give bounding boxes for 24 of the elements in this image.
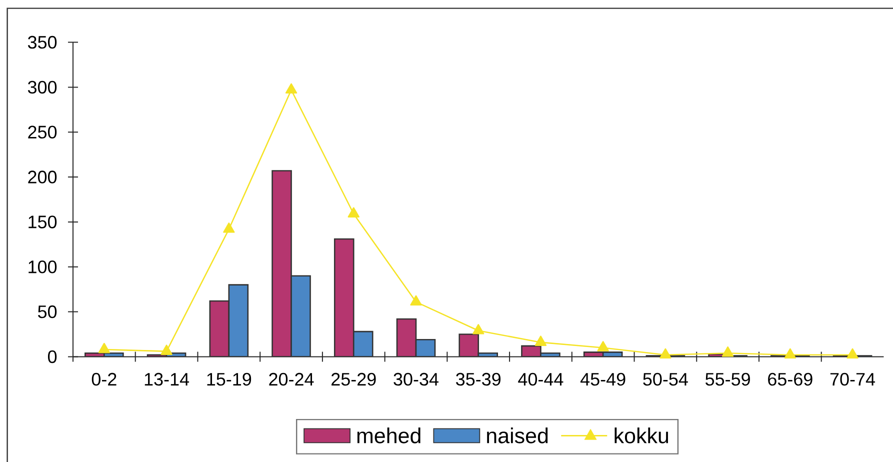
x-tick-label: 25-29 xyxy=(332,372,376,386)
x-tick-label: 55-59 xyxy=(706,372,750,386)
y-tick-label: 200 xyxy=(28,170,57,184)
x-tick-label: 20-24 xyxy=(269,372,314,386)
x-tick-label: 45-49 xyxy=(580,372,626,386)
y-tick-label: 0 xyxy=(48,350,57,364)
y-tick-label: 150 xyxy=(28,216,57,228)
x-tick-label: 15-19 xyxy=(207,372,252,386)
x-tick-label: 50-54 xyxy=(643,372,688,386)
legend-label: mehed xyxy=(357,428,420,444)
legend-label: naised xyxy=(487,428,548,444)
y-tick-label: 250 xyxy=(28,126,57,138)
x-tick-label: 70-74 xyxy=(830,372,876,386)
x-tick-label: 30-34 xyxy=(394,372,438,386)
x-tick-label: 35-39 xyxy=(456,372,501,386)
x-tick-label: 13-14 xyxy=(144,372,190,386)
x-tick-label: 0-2 xyxy=(92,372,116,386)
y-tick-label: 100 xyxy=(28,260,57,274)
legend-label: kokku xyxy=(614,428,668,444)
y-tick-label: 350 xyxy=(28,36,57,49)
x-tick-label: 40-44 xyxy=(518,372,564,386)
y-tick-label: 300 xyxy=(28,80,57,94)
y-tick-label: 50 xyxy=(38,305,57,318)
x-tick-label: 65-69 xyxy=(768,372,812,386)
